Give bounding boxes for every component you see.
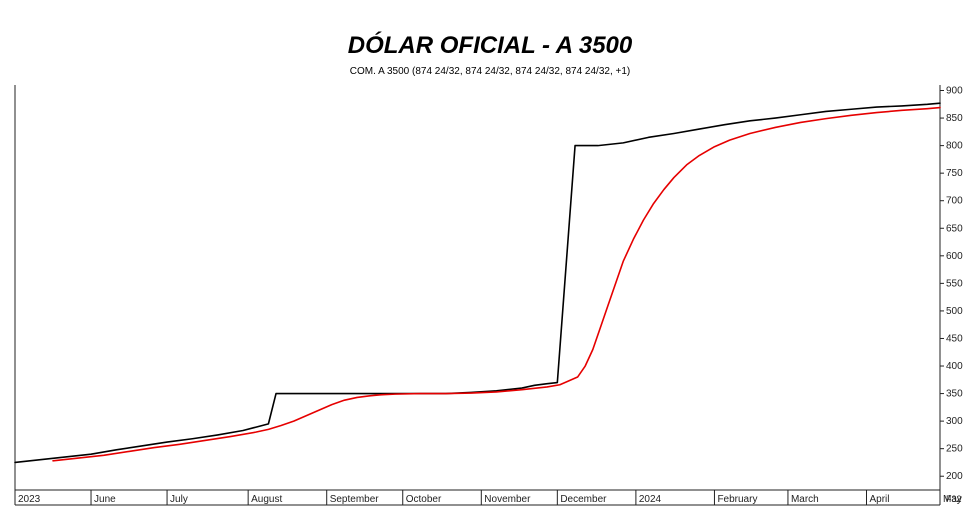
chart-svg: 200 250 300 350 400 450 500 550 600 650 700 750 800 8… (0, 0, 980, 527)
x-tick-label: March (791, 494, 819, 505)
y-tick-label: 700 (946, 196, 963, 207)
x-tick-label: 2024 (639, 494, 662, 505)
chart-container: DÓLAR OFICIAL - A 3500 COM. A 3500 (874 … (0, 0, 980, 527)
y-tick-label: 300 (946, 416, 963, 427)
series-MA (53, 108, 940, 461)
y-tick-label: 550 (946, 278, 963, 289)
y-tick-label: 400 (946, 361, 963, 372)
y-tick-label: 850 (946, 113, 963, 124)
y-tick-label: 500 (946, 306, 963, 317)
x-tick-label: 2023 (18, 494, 41, 505)
y-tick-label: 200 (946, 471, 963, 482)
x-tick-label: April (870, 494, 890, 505)
y-tick-label: 650 (946, 223, 963, 234)
y-tick-label: 350 (946, 389, 963, 400)
y-tick-label: 900 (946, 86, 963, 97)
y-tick-label: 600 (946, 251, 963, 262)
x-tick-label: August (251, 494, 282, 505)
x-tick-label: September (330, 494, 380, 505)
x-tick-label: December (560, 494, 607, 505)
x-tick-label: November (484, 494, 531, 505)
y-tick-label: 250 (946, 444, 963, 455)
x-tick-label: June (94, 494, 116, 505)
y-tick-label: 750 (946, 168, 963, 179)
x-tick-label: July (170, 494, 188, 505)
corner-label: F32 (946, 494, 962, 504)
series-COM A3500 (15, 103, 940, 462)
y-tick-label: 800 (946, 141, 963, 152)
x-tick-label: February (717, 494, 757, 505)
x-tick-label: October (406, 494, 442, 505)
y-tick-label: 450 (946, 333, 963, 344)
